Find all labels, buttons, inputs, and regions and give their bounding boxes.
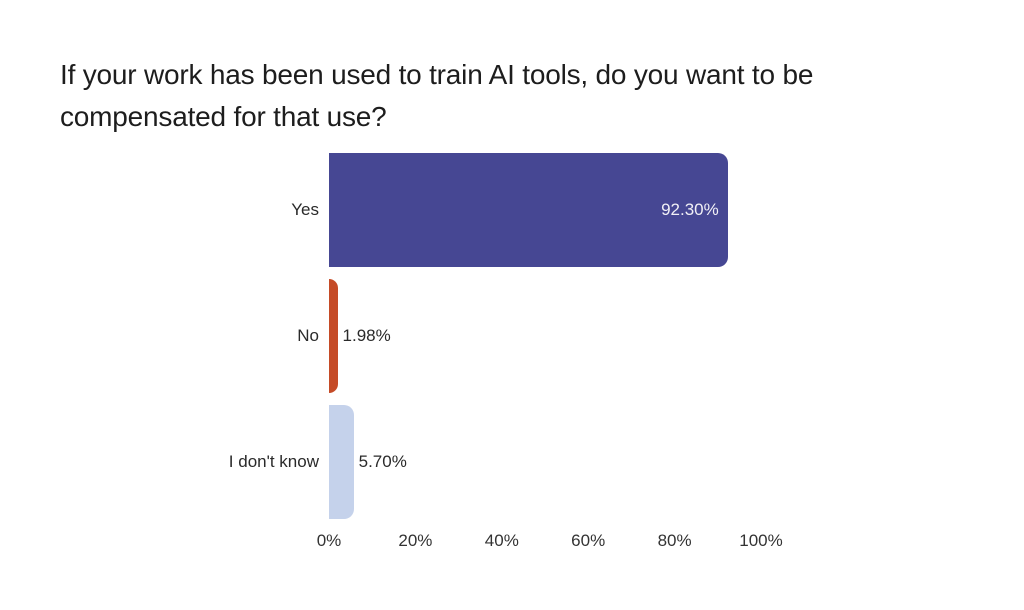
x-tick-label: 80%	[657, 531, 692, 550]
chart-title: If your work has been used to train AI t…	[60, 59, 814, 132]
x-axis: 0% 20% 40% 60% 80% 100%	[0, 531, 1024, 553]
bar-row: No 1.98%	[0, 279, 1024, 393]
bar-row: Yes 92.30%	[0, 153, 1024, 267]
category-label: I don't know	[228, 452, 319, 471]
bar-chart: Yes 92.30% No 1.98% I don't know 5.70% 0% 20% 4…	[0, 153, 1024, 553]
bar-track: 5.70%	[329, 405, 1024, 519]
chart-rows: Yes 92.30% No 1.98% I don't know 5.70%	[0, 153, 1024, 519]
x-tick-label: 0%	[316, 531, 342, 550]
value-label: 92.30%	[661, 200, 719, 219]
x-tick-label: 60%	[571, 531, 606, 550]
bar-track: 1.98%	[329, 279, 1024, 393]
bar: 92.30%	[329, 153, 728, 267]
x-axis-ticks: 0% 20% 40% 60% 80% 100%	[317, 531, 1024, 553]
x-tick-label: 100%	[739, 531, 783, 550]
category-label: Yes	[291, 200, 319, 219]
value-label: 1.98%	[342, 326, 391, 345]
x-tick-label: 20%	[398, 531, 433, 550]
category-label: No	[297, 326, 319, 345]
value-label: 5.70%	[358, 452, 407, 471]
bar	[329, 405, 354, 519]
x-axis-spacer	[0, 531, 329, 553]
x-tick-label: 40%	[484, 531, 519, 550]
bar	[329, 279, 338, 393]
bar-row: I don't know 5.70%	[0, 405, 1024, 519]
bar-track: 92.30%	[329, 153, 1024, 267]
